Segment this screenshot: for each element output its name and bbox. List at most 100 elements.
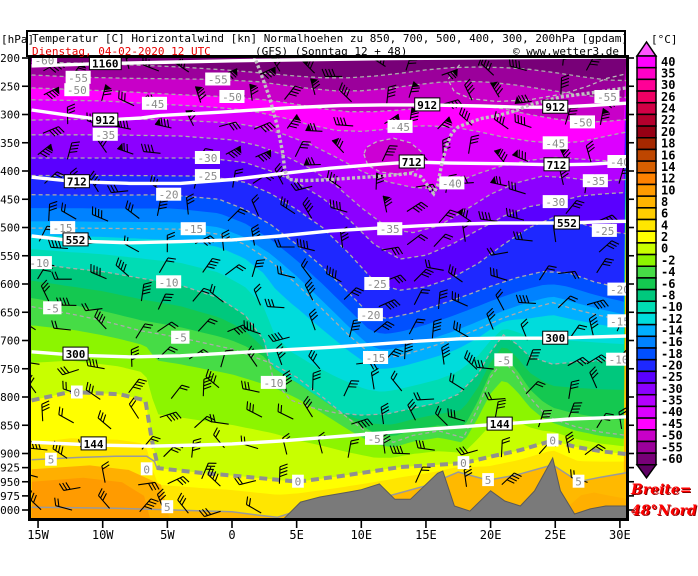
wind-barb [459,106,473,126]
colorbar-swatch--35 [636,393,657,408]
wind-barb [515,294,536,304]
wind-barb [101,84,113,102]
wind-barb [413,289,431,306]
wind-barb [48,200,58,222]
isotherm-label--45: -45 [545,137,565,150]
colorbar-label-8: 8 [661,195,668,209]
wind-barb [434,405,448,426]
isotherm-label--10: -10 [29,257,49,270]
colorbar-swatch--20 [636,358,657,373]
wind-barb [209,283,224,303]
isotherm-label--10: -10 [159,276,179,289]
colorbar-label-24: 24 [661,102,675,116]
colorbar-label--10: -10 [661,300,683,314]
wind-barb [618,407,627,429]
wind-barb [321,68,343,77]
isotherm-extra-5 [31,455,158,469]
wind-barb [438,209,458,224]
wind-barb [406,233,428,246]
wind-barb [406,201,429,213]
pressure-tick-label: 950 [0,476,20,489]
wind-barb [382,195,393,213]
colorbar-swatch--55 [636,440,657,454]
chart-subtitle: Dienstag, 04-02-2020 12 UTC (GFS) (Sonnt… [28,44,624,57]
isotherm-label--45: -45 [390,121,410,134]
wind-barb [586,299,609,310]
wind-barb [413,392,435,401]
wind-barb [456,207,472,223]
pressure-tick-label: 600 [0,278,20,291]
isotherm-label--55: -55 [68,72,88,85]
colorbar-swatch-22 [636,113,657,127]
wind-barb [586,354,609,365]
wind-barb [567,402,583,420]
isotherm-lines [31,61,627,519]
wind-barb [407,398,417,421]
pressure-tick-label: 500 [0,222,20,235]
wind-barb [390,370,403,392]
wind-barb [253,283,262,306]
wind-barb [90,263,107,280]
isotherm--50 [31,87,627,124]
wind-barb [451,291,468,307]
wind-barb [526,349,541,366]
wind-barb [290,181,313,191]
wind-barb [378,299,401,310]
wind-barb [331,137,345,154]
isotherm-label--35: -35 [380,223,400,236]
colorbar-swatch--4 [636,265,657,279]
colorbar-swatch-14 [636,160,657,174]
wind-barb [284,85,303,100]
isotherm-label--45: -45 [144,98,164,111]
isotherm-label-5: 5 [575,476,582,489]
wind-barb [296,238,315,252]
wind-barb [389,445,410,455]
height-label-552: 552 [66,234,86,247]
colorbar-swatch-24 [636,101,657,116]
axis-ticks [22,57,634,528]
wind-barb [433,233,454,247]
wind-barb [91,206,109,222]
pressure-tick-label: 300 [0,109,20,122]
terrain [281,456,627,520]
wind-barb [255,149,272,162]
wind-barb [596,258,614,274]
wind-barb [484,392,506,401]
colorbar-swatch--2 [636,253,657,267]
colorbar-swatch-4 [636,218,657,232]
isotherm-label--15: -15 [610,315,630,328]
wind-barb [202,257,221,273]
wind-barb [381,246,404,256]
colorbar-label-30: 30 [661,78,675,92]
wind-barb [158,257,176,273]
wind-barb [47,239,68,250]
pressure-tick-label: 975 [0,490,20,503]
isotherm-label--35: -35 [585,175,605,188]
wind-barb [500,436,511,458]
colorbar-label--50: -50 [661,429,683,443]
temperature-field: -60-55 -55-55-50-50-50-45-45-45-40-40-35-… [29,56,630,520]
colorbar-label--20: -20 [661,359,683,373]
colorbar-label-26: 26 [661,90,675,104]
isotherm-label-0: 0 [460,457,467,470]
wind-barb [386,84,397,105]
colorbar-label--16: -16 [661,335,683,349]
colorbar-swatch--10 [636,300,657,314]
wind-barb [514,113,532,129]
longitude-tick-label: 5E [289,528,303,542]
isotherm-label--40: -40 [610,156,630,169]
colorbar-label-20: 20 [661,125,675,139]
isotherm-label--25: -25 [594,225,614,238]
wind-barb [243,320,261,335]
wind-barb [303,157,321,166]
wind-barb [348,318,362,338]
colorbar-label-35: 35 [661,67,675,81]
isotherm--30 [31,157,627,260]
wind-barb [194,86,207,103]
longitude-tick-label: 15W [27,528,49,542]
wind-barb [166,231,176,253]
isotherm-label--5: -5 [174,332,187,345]
wind-barb [329,199,348,213]
temperature-unit-label: [°C] [651,33,678,46]
